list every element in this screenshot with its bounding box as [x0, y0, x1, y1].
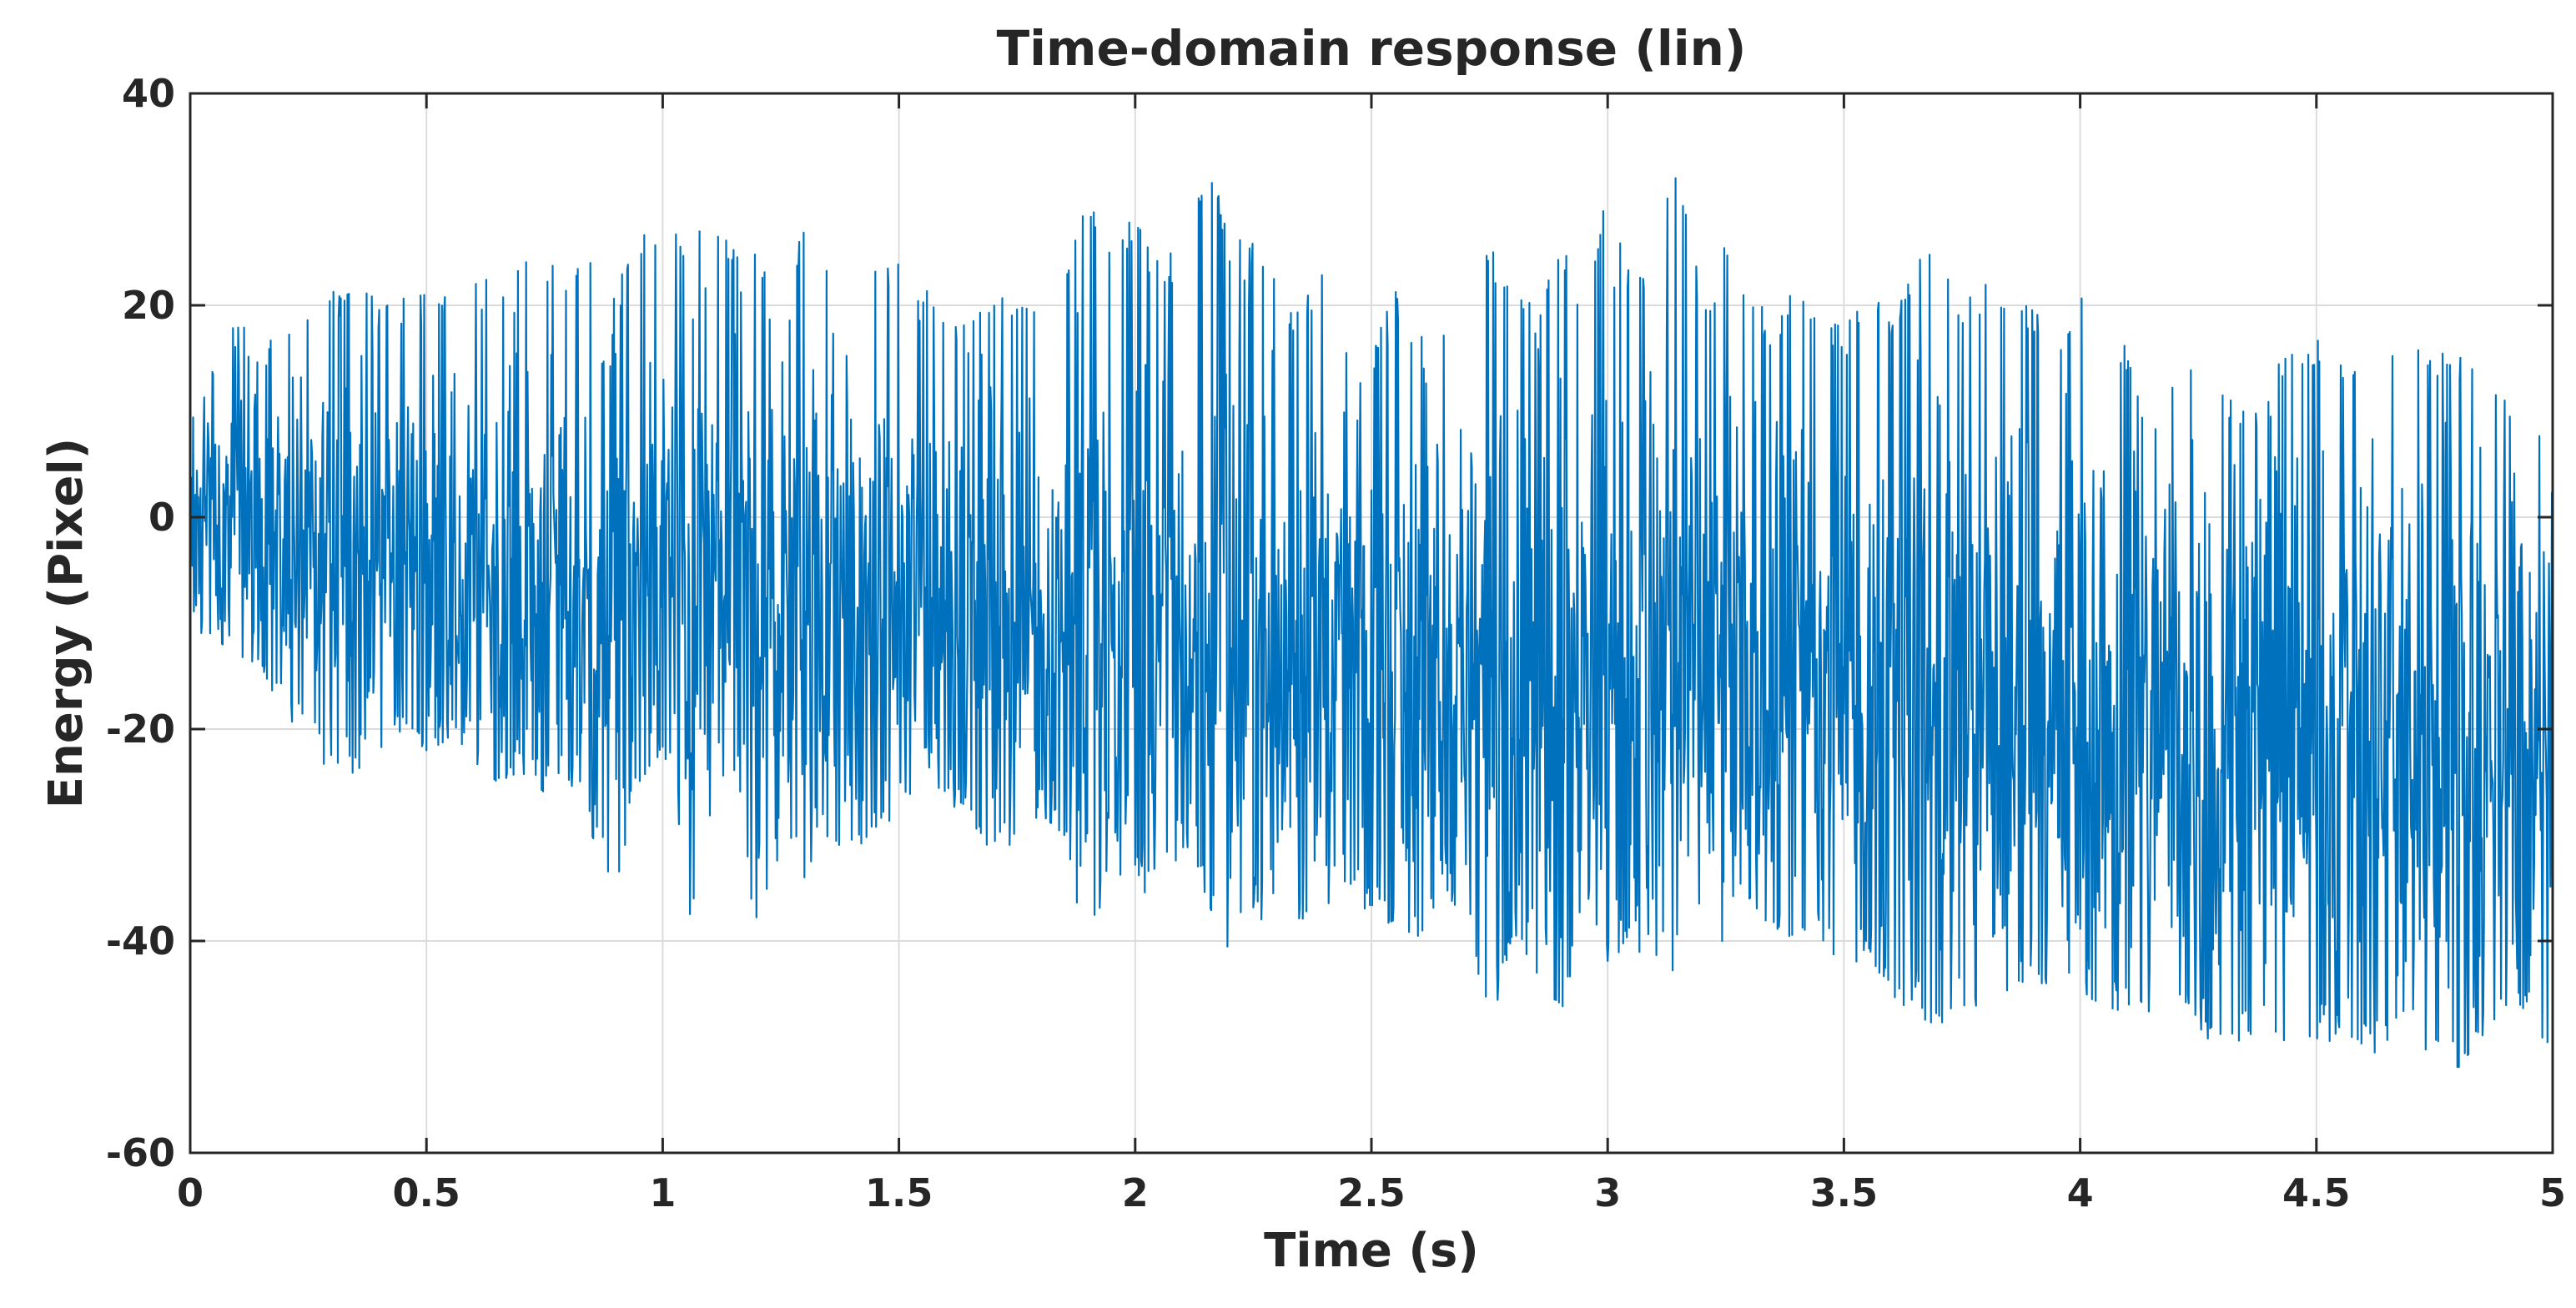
y-tick-label: -40	[106, 918, 175, 963]
x-axis-label: Time (s)	[1264, 1224, 1479, 1278]
x-tick-label: 1	[649, 1170, 676, 1215]
y-tick-labels: 40 20 0 -20 -40 -60	[106, 71, 175, 1175]
y-tick-label: -20	[106, 707, 175, 752]
x-tick-label: 4.5	[2282, 1170, 2351, 1215]
series-line	[189, 177, 2554, 1069]
x-tick-label: 3	[1594, 1170, 1621, 1215]
x-tick-label: 4	[2067, 1170, 2094, 1215]
x-tick-label: 2	[1122, 1170, 1149, 1215]
x-tick-label: 0	[177, 1170, 204, 1215]
y-tick-label: -60	[106, 1130, 175, 1175]
x-tick-label: 3.5	[1810, 1170, 1879, 1215]
x-tick-label: 0.5	[392, 1170, 460, 1215]
tick-marks	[189, 92, 2554, 1155]
x-tick-labels: 0 0.5 1 1.5 2 2.5 3 3.5 4 4.5 5	[177, 1170, 2566, 1215]
series-layer	[189, 177, 2554, 1069]
y-tick-label: 0	[148, 495, 175, 540]
y-axis-label: Energy (Pixel)	[39, 438, 93, 809]
y-tick-label: 40	[122, 71, 175, 116]
x-tick-label: 1.5	[865, 1170, 933, 1215]
y-tick-label: 20	[122, 283, 175, 328]
x-tick-label: 5	[2539, 1170, 2566, 1215]
chart-title: Time-domain response (lin)	[997, 20, 1747, 77]
x-tick-label: 2.5	[1337, 1170, 1406, 1215]
